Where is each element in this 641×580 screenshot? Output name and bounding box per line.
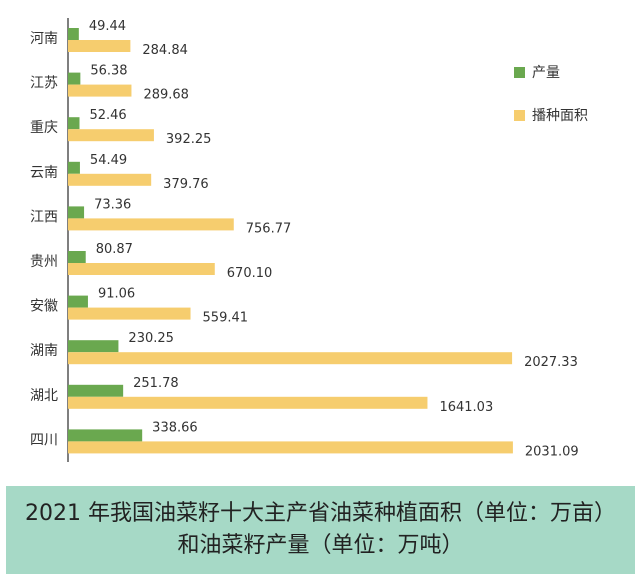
bar-output (68, 117, 80, 130)
chart-title-box: 2021 年我国油菜籽十大主产省油菜种植面积（单位：万亩） 和油菜籽产量（单位：… (6, 486, 635, 574)
bar-area (68, 129, 154, 142)
bar-area (68, 40, 131, 52)
bar-area (68, 263, 215, 275)
data-label-output: 52.46 (89, 108, 126, 123)
data-label-area: 379.76 (163, 177, 209, 192)
category-label: 江西 (30, 209, 58, 225)
bar-area (68, 441, 513, 454)
bar-area (68, 396, 428, 409)
legend: 产量 播种面积 (514, 65, 588, 124)
category-label: 江苏 (30, 76, 58, 92)
legend-label-area: 播种面积 (532, 108, 588, 124)
bar-output (68, 340, 119, 353)
data-label-output: 56.38 (90, 64, 127, 79)
data-label-area: 756.77 (246, 221, 292, 236)
bar-area (68, 218, 234, 231)
data-label-output: 91.06 (98, 287, 135, 302)
bar-output (68, 161, 80, 174)
category-label: 湖南 (30, 343, 58, 359)
data-label-output: 54.49 (90, 153, 127, 168)
data-label-output: 49.44 (89, 19, 126, 34)
legend-label-output: 产量 (532, 65, 560, 81)
chart-title-line-1: 2021 年我国油菜籽十大主产省油菜种植面积（单位：万亩） (25, 501, 616, 526)
chart-title-line-2: 和油菜籽产量（单位：万吨） (177, 533, 464, 558)
data-label-output: 80.87 (96, 242, 133, 257)
data-label-output: 230.25 (128, 331, 174, 346)
data-label-area: 2027.33 (524, 355, 578, 370)
bar-output (68, 384, 124, 397)
legend-swatch-area (514, 110, 525, 121)
bar-output (68, 251, 86, 263)
bar-output (68, 429, 143, 442)
category-label: 安徽 (30, 299, 58, 315)
bar-area (68, 307, 191, 320)
data-label-output: 251.78 (133, 376, 179, 391)
data-label-output: 338.66 (152, 420, 198, 435)
category-label: 贵州 (30, 254, 58, 270)
legend-swatch-output (514, 67, 525, 78)
category-label: 湖北 (30, 388, 58, 404)
plot-area: 河南 49.44 284.84 江苏 56.38 289.68 重庆 52.46 392.25 云… (30, 19, 579, 459)
bar-output (68, 28, 79, 40)
bar-chart: 河南 49.44 284.84 江苏 56.38 289.68 重庆 52.46 392.25 云… (30, 18, 588, 462)
bar-output (68, 72, 81, 85)
data-label-area: 392.25 (166, 132, 212, 147)
bar-output (68, 206, 85, 219)
data-label-area: 2031.09 (525, 444, 579, 459)
bar-area (68, 84, 132, 97)
data-label-area: 289.68 (143, 88, 189, 103)
bar-output (68, 295, 88, 308)
data-label-area: 1641.03 (439, 400, 493, 415)
category-label: 云南 (30, 165, 58, 181)
category-label: 重庆 (30, 120, 58, 136)
data-label-area: 559.41 (203, 311, 249, 326)
bar-area (68, 352, 513, 365)
data-label-area: 670.10 (227, 266, 273, 281)
category-label: 河南 (30, 31, 58, 47)
category-label: 四川 (30, 432, 58, 448)
data-label-output: 73.36 (94, 197, 131, 212)
bar-area (68, 173, 152, 186)
data-label-area: 284.84 (142, 43, 188, 58)
